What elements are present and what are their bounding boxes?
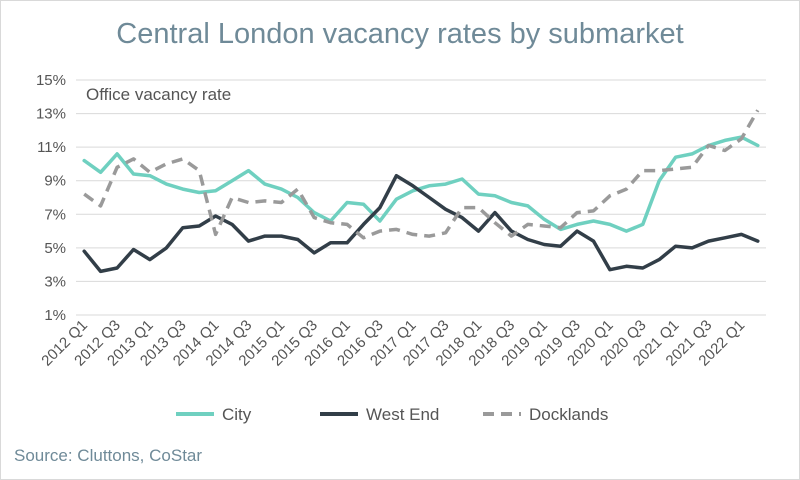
y-tick-label: 7% xyxy=(44,206,66,223)
y-tick-label: 9% xyxy=(44,173,66,190)
y-tick-label: 3% xyxy=(44,273,66,290)
source-note: Source: Cluttons, CoStar xyxy=(14,446,203,465)
legend: City West End Docklands xyxy=(176,405,608,424)
y-axis-ticks: 1% 3% 5% 7% 9% 11% 13% 15% xyxy=(36,72,66,324)
y-tick-label: 11% xyxy=(37,139,66,156)
chart-title: Central London vacancy rates by submarke… xyxy=(116,18,684,50)
legend-label: West End xyxy=(366,405,439,424)
y-axis-label: Office vacancy rate xyxy=(86,85,231,104)
y-tick-label: 1% xyxy=(44,307,66,324)
legend-label: Docklands xyxy=(529,405,608,424)
series-line-docklands xyxy=(83,109,760,240)
gridlines xyxy=(76,79,766,316)
series-line-west-end xyxy=(82,173,760,274)
legend-label: City xyxy=(222,405,252,424)
y-tick-label: 13% xyxy=(36,106,66,123)
series-lines xyxy=(82,109,760,274)
y-tick-label: 5% xyxy=(44,240,66,257)
y-tick-label: 15% xyxy=(36,72,66,89)
series-line-city xyxy=(82,135,760,233)
